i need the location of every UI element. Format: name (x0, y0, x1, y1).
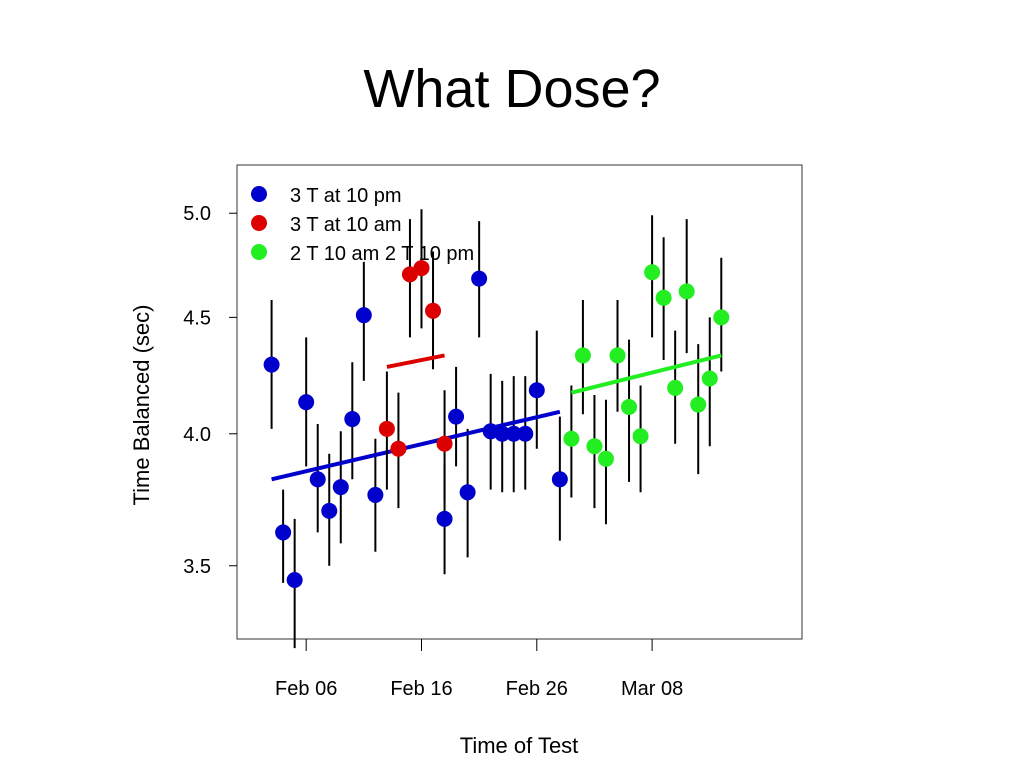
y-tick-label: 5.0 (183, 203, 211, 225)
x-axis-label: Time of Test (460, 733, 579, 758)
legend-label: 3 T at 10 pm (290, 185, 402, 207)
data-point (413, 260, 430, 277)
legend-label: 3 T at 10 am (290, 214, 402, 236)
data-point (528, 382, 545, 399)
series-0 (263, 221, 568, 649)
data-point (574, 347, 591, 364)
x-tick-label: Mar 08 (621, 678, 683, 700)
data-point (298, 394, 315, 411)
data-point (505, 425, 522, 442)
data-point (390, 440, 407, 457)
legend-label: 2 T 10 am 2 T 10 pm (290, 243, 474, 265)
x-tick-label: Feb 26 (506, 678, 568, 700)
data-point (355, 307, 372, 324)
data-point (609, 347, 626, 364)
data-point (563, 430, 580, 447)
data-point (321, 502, 338, 519)
legend-marker (251, 186, 267, 202)
data-point (436, 435, 453, 452)
y-tick-label: 4.5 (183, 307, 211, 329)
data-point (621, 398, 638, 415)
trend-line (570, 353, 722, 395)
data-point (263, 356, 280, 373)
data-point (586, 438, 603, 455)
data-point (344, 411, 361, 428)
data-point (309, 471, 326, 488)
data-point (667, 379, 684, 396)
data-point (448, 408, 465, 425)
x-tick-label: Feb 16 (390, 678, 452, 700)
y-tick-label: 4.0 (183, 424, 211, 446)
y-axis-label: Time Balanced (sec) (129, 305, 154, 506)
data-point (713, 309, 730, 326)
data-point (632, 428, 649, 445)
y-tick-label: 3.5 (183, 556, 211, 578)
data-point (644, 264, 661, 281)
data-point (655, 289, 672, 306)
x-axis: Feb 06 Feb 16 Feb 26 Mar 08 (275, 639, 683, 700)
legend-marker (251, 215, 267, 231)
legend-marker (251, 244, 267, 260)
y-axis: 3.5 4.0 4.5 5.0 (183, 203, 237, 578)
data-point (551, 471, 568, 488)
chart-marks (263, 209, 730, 649)
data-point (378, 420, 395, 437)
series-1 (378, 209, 453, 509)
data-point (286, 571, 303, 588)
trend-line (386, 353, 445, 369)
trend-line (271, 409, 561, 482)
data-point (597, 450, 614, 467)
plot-frame (236, 164, 803, 640)
data-point (425, 302, 442, 319)
data-point (367, 486, 384, 503)
data-point (690, 396, 707, 413)
series-2 (563, 215, 730, 525)
x-tick-label: Feb 06 (275, 678, 337, 700)
data-point (517, 425, 534, 442)
data-point (459, 484, 476, 501)
data-point (471, 270, 488, 287)
data-point (678, 283, 695, 300)
data-point (275, 524, 292, 541)
data-point (436, 510, 453, 527)
data-point (701, 370, 718, 387)
data-point (332, 479, 349, 496)
legend: 3 T at 10 pm 3 T at 10 am 2 T 10 am 2 T 10… (251, 185, 474, 265)
data-point (494, 425, 511, 442)
slide-title: What Dose? (363, 59, 661, 119)
